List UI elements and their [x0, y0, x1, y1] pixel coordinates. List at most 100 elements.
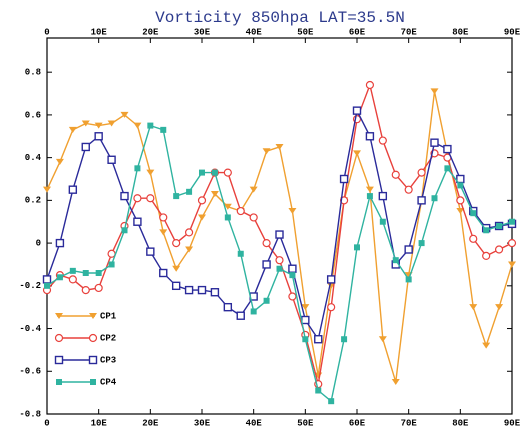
data-point	[249, 213, 258, 222]
data-point	[391, 378, 400, 385]
data-point	[236, 311, 245, 320]
data-point	[81, 120, 90, 127]
data-point	[44, 282, 50, 289]
data-point	[43, 186, 51, 193]
x-tick-label: 20E	[142, 418, 159, 428]
data-point	[496, 223, 503, 229]
data-point	[94, 283, 103, 293]
data-point	[483, 227, 490, 234]
data-point	[197, 196, 207, 205]
x-tick-label-top: 60E	[349, 27, 366, 37]
legend-label: CP4	[100, 377, 117, 387]
data-point	[68, 126, 77, 133]
data-point	[81, 285, 90, 295]
x-tick-label-top: 50E	[297, 27, 314, 37]
data-point	[108, 261, 115, 268]
data-point	[417, 196, 426, 205]
data-point	[470, 210, 477, 217]
data-point	[443, 144, 452, 154]
x-tick-label: 90E	[504, 418, 521, 428]
x-tick-label: 10E	[91, 418, 108, 428]
data-point	[404, 245, 413, 254]
data-point	[418, 240, 425, 247]
x-tick-label-top: 10E	[91, 27, 108, 37]
y-tick-label: 0.6	[25, 110, 41, 120]
data-point	[354, 244, 360, 251]
legend-label: CP1	[100, 311, 117, 321]
legend-marker	[88, 333, 98, 343]
data-point	[327, 282, 336, 289]
data-point	[353, 150, 361, 157]
data-point	[94, 132, 103, 141]
x-tick-label-top: 90E	[504, 27, 521, 37]
data-point	[444, 165, 451, 172]
data-point	[391, 170, 400, 179]
data-point	[95, 270, 102, 276]
data-point	[147, 122, 154, 129]
data-point	[288, 208, 297, 215]
x-tick-label-top: 70E	[401, 27, 418, 37]
data-point	[262, 238, 271, 248]
y-tick-label: -0.8	[19, 409, 41, 419]
data-point	[107, 120, 116, 127]
data-point	[159, 213, 168, 222]
data-point	[134, 165, 141, 172]
data-point	[197, 285, 207, 295]
data-point	[327, 303, 336, 312]
legend-marker	[90, 379, 96, 385]
data-point	[210, 190, 219, 197]
data-point	[146, 194, 155, 203]
data-point	[315, 387, 322, 394]
data-point	[339, 174, 349, 184]
data-point	[184, 285, 194, 295]
data-point	[224, 214, 231, 221]
data-point	[94, 122, 103, 129]
data-point	[366, 193, 373, 200]
data-point	[263, 297, 270, 304]
legend-marker	[54, 355, 64, 365]
data-point	[276, 265, 283, 272]
data-point	[184, 228, 194, 237]
data-point	[133, 194, 142, 203]
data-point	[378, 136, 387, 145]
data-point	[275, 230, 284, 239]
data-point	[185, 246, 194, 253]
data-point	[186, 188, 193, 195]
data-point	[146, 169, 155, 176]
data-point	[223, 302, 233, 312]
data-point	[392, 257, 399, 264]
data-point	[146, 247, 155, 256]
data-point	[301, 315, 310, 325]
y-tick-label: 0.4	[25, 153, 42, 163]
data-point	[262, 260, 271, 269]
y-tick-label: 0.2	[25, 196, 41, 206]
data-point	[55, 238, 65, 248]
data-point	[171, 281, 181, 291]
data-point	[509, 218, 515, 225]
data-point	[378, 191, 388, 201]
data-point	[469, 304, 478, 311]
data-point	[341, 336, 348, 343]
x-tick-label: 80E	[452, 418, 469, 428]
data-point	[262, 148, 271, 155]
x-tick-label: 70E	[401, 418, 418, 428]
x-tick-label-top: 30E	[194, 27, 211, 37]
data-point	[417, 168, 426, 177]
x-tick-label: 0	[44, 418, 49, 428]
data-point	[42, 275, 52, 284]
data-point	[210, 288, 220, 297]
data-point	[121, 227, 128, 234]
data-point	[160, 126, 167, 133]
data-point	[430, 138, 439, 147]
x-tick-label: 50E	[297, 418, 314, 428]
legend-marker	[56, 379, 62, 385]
data-point	[236, 206, 245, 216]
data-point	[378, 336, 387, 343]
y-tick-label: -0.2	[19, 281, 41, 291]
legend-marker	[88, 355, 98, 365]
data-point	[198, 214, 206, 221]
legend-label: CP2	[100, 333, 116, 343]
data-point	[173, 193, 180, 200]
data-point	[82, 270, 89, 276]
data-point	[365, 80, 375, 90]
